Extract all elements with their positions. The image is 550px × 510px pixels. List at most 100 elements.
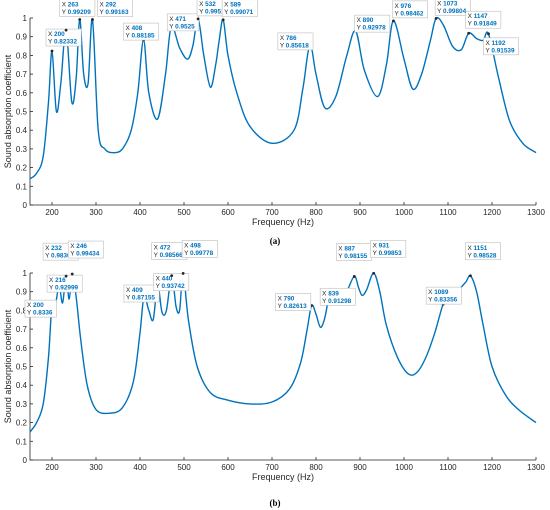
datatip-y-key: Y <box>280 42 286 49</box>
y-tick-label: 0.2 <box>16 419 28 428</box>
datatip-y-row: Y 0.93742 <box>156 283 185 290</box>
datatip-x-value: 498 <box>190 242 201 249</box>
datatip-x-value: 200 <box>33 302 44 309</box>
datatip-y-value: 0.83356 <box>434 297 458 304</box>
datatip-x-value: 472 <box>160 245 171 252</box>
datatip-y-key: Y <box>70 251 76 258</box>
datatip-x-key: X <box>467 245 473 252</box>
datatip-y-row: Y 0.8336 <box>27 310 53 317</box>
datatip-box <box>425 286 462 305</box>
datatip-x-value: 790 <box>284 296 295 303</box>
datatip-x-key: X <box>428 289 434 296</box>
y-tick-label: 0.8 <box>16 306 28 315</box>
datatip-box <box>153 273 190 292</box>
datatip-x-row: X 589 <box>224 2 241 9</box>
datatip-x-key: X <box>373 242 379 249</box>
datatip-y-row: Y 0.85618 <box>280 42 309 49</box>
datatip-x-key: X <box>27 302 33 309</box>
datatip-x-value: 471 <box>175 16 186 23</box>
datatip-y-row: Y 0.91298 <box>322 298 351 305</box>
datatip-y-row: Y 0.98462 <box>394 10 423 17</box>
x-axis-label: Frequency (Hz) <box>252 472 314 482</box>
datatip-x-value: 408 <box>132 25 143 32</box>
y-tick-label: 0.6 <box>16 344 28 353</box>
datatip-y-value: 0.91298 <box>328 298 352 305</box>
datatip-marker <box>352 275 356 278</box>
datatip-box <box>123 22 160 41</box>
datatip-x-value: 409 <box>132 287 143 294</box>
datatip-box <box>483 37 519 56</box>
y-tick-label: 0.1 <box>16 182 28 191</box>
datatip-y-row: Y 0.91539 <box>485 47 514 54</box>
datatip-x-row: X 887 <box>338 245 355 252</box>
datatip-y-key: Y <box>154 252 160 259</box>
datatip-marker <box>221 18 225 22</box>
x-tick-label: 1200 <box>483 463 501 472</box>
datatip-y-value: 0.98528 <box>473 252 497 259</box>
datatip-y-value: 0.99853 <box>379 250 403 257</box>
datatip-box <box>434 0 471 16</box>
datatip-y-value: 0.88185 <box>131 33 155 40</box>
datatip-y-value: 0.99434 <box>76 251 100 258</box>
datatip-x-key: X <box>199 1 205 8</box>
y-tick-label: 0.5 <box>16 363 28 372</box>
datatip-y-key: Y <box>156 283 162 290</box>
datatip-x-row: X 292 <box>99 2 116 9</box>
datatip-y-row: Y 0.99853 <box>373 250 402 257</box>
datatip-y-key: Y <box>126 295 132 302</box>
datatip-marker <box>469 274 472 278</box>
datatip-x-value: 246 <box>76 243 87 250</box>
datatip-box <box>392 0 428 19</box>
y-axis-label: Sound absorption coefficient <box>3 54 13 168</box>
y-tick-label: 0.4 <box>16 381 28 390</box>
datatip-x-value: 216 <box>55 277 66 284</box>
datatip-y-row: Y 0.99071 <box>224 9 253 16</box>
y-tick-label: 0.1 <box>16 437 28 446</box>
y-tick-label: 0.3 <box>16 400 28 409</box>
datatip-x-key: X <box>468 13 474 20</box>
datatip-box <box>45 28 82 47</box>
datatip-x-row: X 890 <box>357 17 374 24</box>
datatip-box <box>67 240 104 259</box>
datatip-y-value: 0.98303 <box>51 253 75 260</box>
datatip-x-value: 532 <box>205 1 216 8</box>
datatip-y-row: Y 0.82332 <box>48 39 77 46</box>
x-tick-label: 1300 <box>527 208 545 217</box>
datatip-y-value: 0.92999 <box>55 285 79 292</box>
datatip-marker <box>50 49 54 53</box>
datatip-marker <box>70 272 74 276</box>
datatip-x-row: X 409 <box>126 287 143 294</box>
datatip-x-value: 263 <box>68 1 79 8</box>
x-tick-label: 700 <box>265 208 279 217</box>
panel-label-b: (b) <box>270 498 281 508</box>
datatip-x-key: X <box>437 0 443 7</box>
datatip-x-value: 1073 <box>443 0 458 7</box>
x-tick-label: 300 <box>89 463 103 472</box>
datatip-y-row: Y 0.99804 <box>437 8 466 15</box>
